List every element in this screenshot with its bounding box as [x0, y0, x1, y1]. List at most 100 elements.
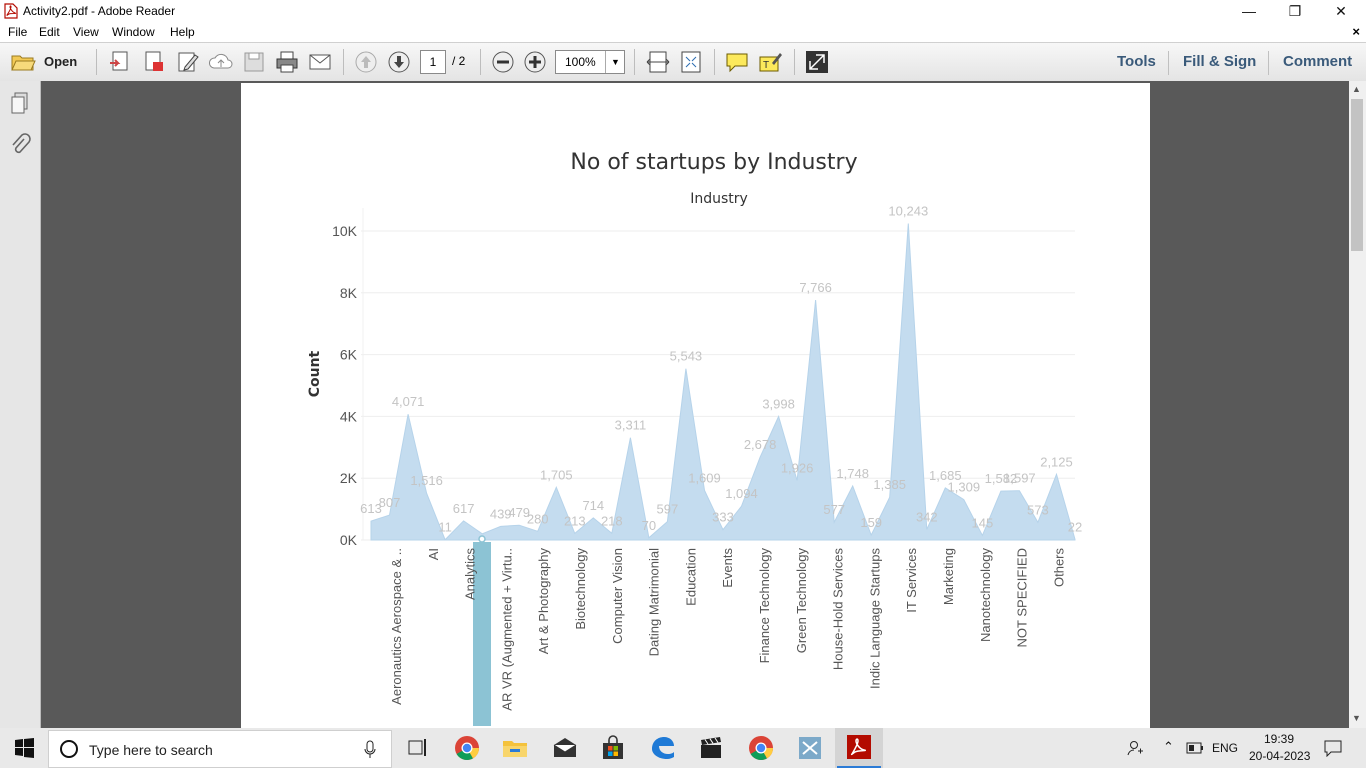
cloud-upload-icon[interactable] — [208, 49, 234, 75]
mail-icon[interactable] — [550, 734, 580, 762]
windows-start-icon[interactable] — [0, 728, 48, 768]
data-label: 11 — [438, 520, 452, 535]
email-icon[interactable] — [307, 49, 333, 75]
x-category-label[interactable]: Biotechnology — [573, 548, 588, 630]
data-label: 22 — [1068, 519, 1082, 534]
battery-icon[interactable] — [1186, 742, 1204, 754]
next-page-icon[interactable] — [386, 49, 412, 75]
tools-tab[interactable]: Tools — [1117, 53, 1156, 70]
menu-view[interactable]: View — [73, 25, 99, 39]
separator — [1268, 51, 1269, 75]
menu-help[interactable]: Help — [170, 25, 195, 39]
menu-edit[interactable]: Edit — [39, 25, 60, 39]
data-label: 213 — [564, 513, 586, 528]
x-category-label[interactable]: Dating Matrimonial — [647, 548, 662, 656]
create-pdf-icon[interactable] — [107, 49, 133, 75]
x-category-label[interactable]: Art & Photography — [536, 548, 551, 655]
separator — [343, 49, 344, 75]
restore-button[interactable]: ❐ — [1288, 3, 1302, 19]
windows-taskbar: Type here to search ⌃ ENG — [0, 728, 1366, 768]
store-icon[interactable] — [598, 734, 628, 762]
people-icon[interactable] — [1126, 739, 1144, 757]
search-placeholder: Type here to search — [89, 742, 213, 758]
chart-title: No of startups by Industry — [570, 150, 857, 175]
file-explorer-icon[interactable] — [500, 734, 530, 762]
page-thumbnails-icon[interactable] — [9, 91, 31, 115]
page-number-input[interactable]: 1 — [420, 50, 446, 74]
x-category-label[interactable]: Computer Vision — [610, 548, 625, 644]
zoom-in-icon[interactable] — [522, 49, 548, 75]
x-category-label[interactable]: Indic Language Startups — [867, 548, 882, 689]
clock-time[interactable]: 19:39 — [1264, 732, 1295, 746]
attachments-icon[interactable] — [9, 133, 31, 157]
language-indicator[interactable]: ENG — [1212, 741, 1239, 755]
save-icon[interactable] — [241, 49, 267, 75]
open-button[interactable]: Open — [44, 54, 78, 69]
x-category-label[interactable]: Analytics — [463, 548, 478, 601]
x-category-label[interactable]: Others — [1051, 548, 1066, 588]
sticky-note-icon[interactable] — [724, 49, 750, 75]
chevron-down-icon[interactable]: ▼ — [605, 51, 625, 73]
active-app-indicator[interactable] — [835, 728, 883, 768]
scroll-up-arrow-icon[interactable]: ▲ — [1352, 84, 1361, 94]
y-tick-label: 8K — [340, 285, 358, 301]
fill-sign-tab[interactable]: Fill & Sign — [1183, 53, 1257, 70]
y-tick-label: 6K — [340, 347, 358, 363]
fit-width-icon[interactable] — [645, 49, 671, 75]
chrome-icon[interactable] — [746, 734, 776, 762]
x-category-label[interactable]: AI — [426, 548, 441, 560]
notifications-icon[interactable] — [1323, 739, 1343, 757]
menu-window[interactable]: Window — [112, 25, 155, 39]
x-category-label[interactable]: Nanotechnology — [978, 548, 993, 642]
task-view-icon[interactable] — [402, 734, 432, 762]
minimize-button[interactable]: — — [1242, 3, 1256, 19]
highlight-band[interactable] — [473, 542, 491, 726]
comment-tab[interactable]: Comment — [1283, 53, 1353, 70]
chrome-icon[interactable] — [452, 734, 482, 762]
x-category-label[interactable]: House-Hold Services — [831, 548, 846, 671]
data-label: 613 — [360, 501, 382, 516]
open-folder-icon[interactable] — [10, 49, 36, 75]
fit-page-icon[interactable] — [678, 49, 704, 75]
x-category-label[interactable]: Finance Technology — [757, 548, 772, 664]
close-document-icon[interactable]: × — [1352, 24, 1360, 39]
x-category-label[interactable]: AR VR (Augmented + Virtu.. — [499, 548, 514, 711]
print-icon[interactable] — [274, 49, 300, 75]
previous-page-icon[interactable] — [353, 49, 379, 75]
data-label: 218 — [601, 513, 623, 528]
scroll-down-arrow-icon[interactable]: ▼ — [1352, 713, 1361, 723]
snipping-tool-icon[interactable] — [795, 734, 825, 762]
data-label: 597 — [657, 502, 679, 517]
data-label: 280 — [527, 511, 549, 526]
zoom-level-select[interactable]: 100% ▼ — [555, 50, 625, 74]
x-category-label[interactable]: Events — [720, 548, 735, 588]
separator — [480, 49, 481, 75]
highlight-text-icon[interactable]: T — [757, 49, 783, 75]
area-series[interactable] — [370, 223, 1076, 541]
data-label: 70 — [642, 518, 656, 533]
microphone-icon[interactable] — [363, 740, 377, 760]
menu-file[interactable]: File — [8, 25, 28, 39]
edge-icon[interactable] — [648, 734, 678, 762]
x-category-label[interactable]: Education — [683, 548, 698, 606]
vertical-scrollbar[interactable]: ▲ ▼ — [1349, 81, 1366, 728]
edit-pdf-icon[interactable] — [175, 49, 201, 75]
close-button[interactable]: ✕ — [1335, 3, 1347, 19]
x-category-label[interactable]: Green Technology — [794, 548, 809, 654]
data-label: 1,385 — [873, 477, 906, 492]
clock-date[interactable]: 20-04-2023 — [1249, 749, 1311, 763]
highlight-point[interactable] — [478, 535, 486, 543]
x-category-label[interactable]: Aeronautics Aerospace & .. — [389, 548, 404, 705]
clapperboard-icon[interactable] — [696, 734, 726, 762]
x-category-label[interactable]: Marketing — [941, 548, 956, 605]
zoom-out-icon[interactable] — [490, 49, 516, 75]
x-category-label[interactable]: IT Services — [904, 548, 919, 613]
zoom-level-value: 100% — [565, 55, 596, 69]
full-screen-icon[interactable] — [804, 49, 830, 75]
x-category-label[interactable]: NOT SPECIFIED — [1015, 548, 1030, 647]
chevron-up-icon[interactable]: ⌃ — [1163, 739, 1174, 754]
scrollbar-thumb[interactable] — [1351, 99, 1363, 251]
data-label: 10,243 — [888, 204, 928, 219]
export-pdf-icon[interactable] — [141, 49, 167, 75]
taskbar-search-box[interactable]: Type here to search — [48, 730, 392, 768]
